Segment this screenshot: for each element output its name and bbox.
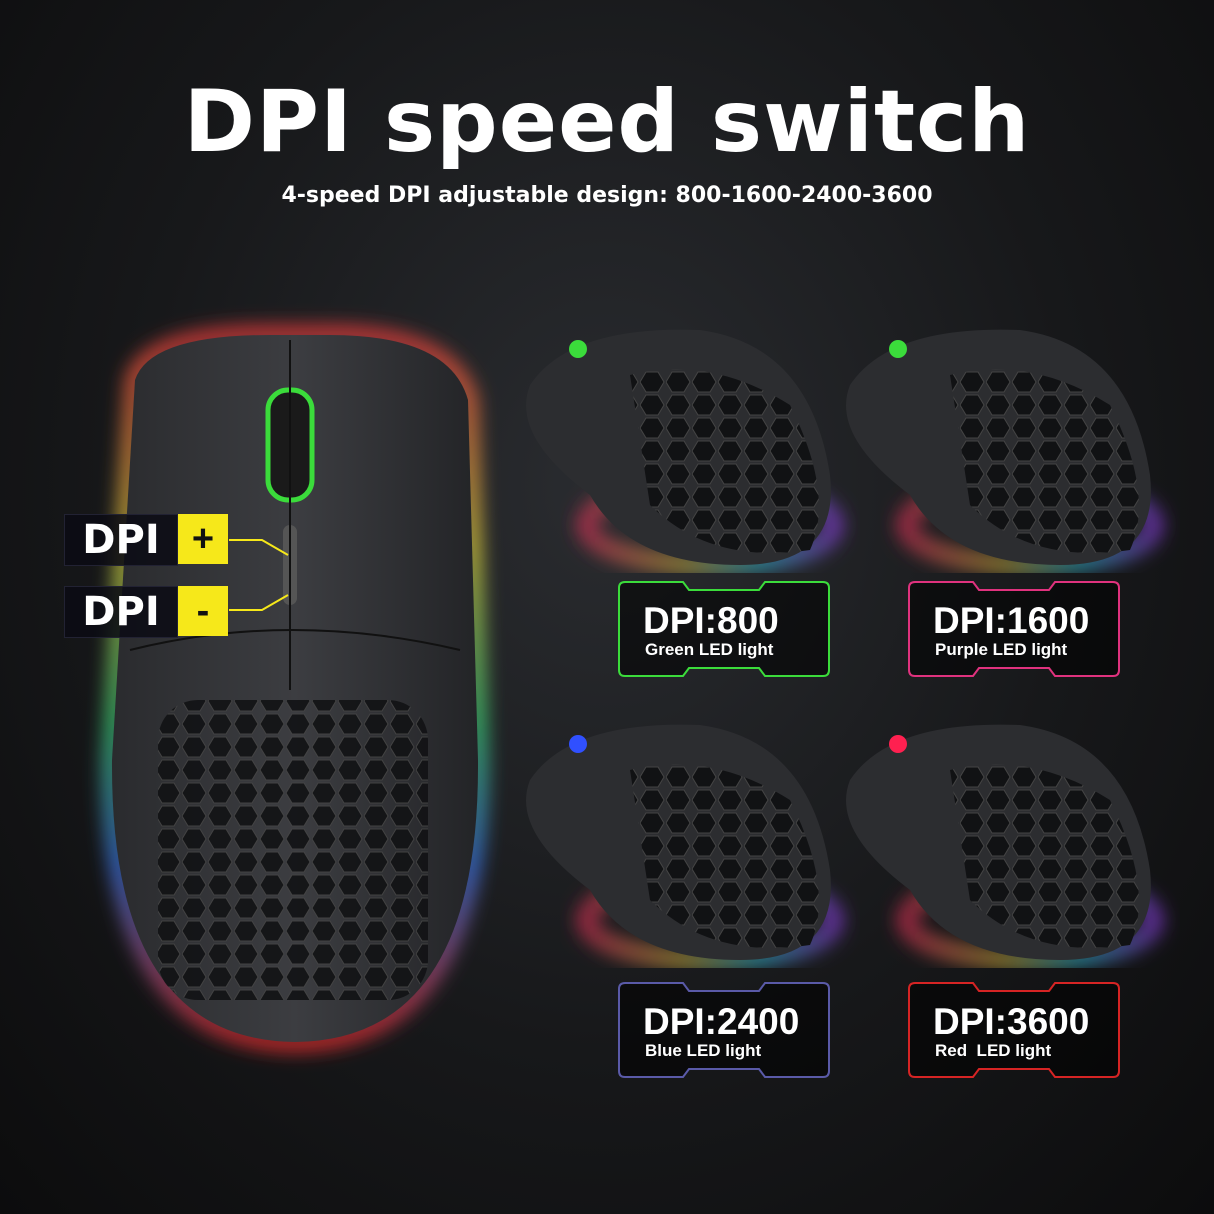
dpi-card-2400: DPI:2400 Blue LED light xyxy=(617,981,831,1079)
main-mouse xyxy=(104,328,486,1050)
led-color-label: Blue LED light xyxy=(645,1041,762,1060)
dpi-plus-button: + xyxy=(178,514,228,564)
mouse-3600 xyxy=(846,724,1160,965)
dpi-plus-label: DPI xyxy=(64,514,178,566)
card-frame xyxy=(908,581,1120,677)
dpi-value: DPI:800 xyxy=(643,600,779,641)
mouse-1600 xyxy=(846,329,1160,570)
card-frame xyxy=(908,982,1120,1078)
dpi-minus-button: - xyxy=(178,586,228,636)
led-color-label: Red LED light xyxy=(935,1041,1052,1060)
dpi-value: DPI:1600 xyxy=(933,600,1090,641)
led-color-label: Purple LED light xyxy=(935,640,1068,659)
mouse-2400 xyxy=(526,724,840,965)
dpi-minus-label: DPI xyxy=(64,586,178,638)
dpi-card-1600: DPI:1600 Purple LED light xyxy=(907,580,1121,678)
page-title: DPI speed switch xyxy=(183,72,1031,172)
dpi-value: DPI:3600 xyxy=(933,1001,1090,1042)
dpi-value: DPI:2400 xyxy=(643,1001,800,1042)
card-frame xyxy=(618,982,830,1078)
page-subtitle: 4-speed DPI adjustable design: 800-1600-… xyxy=(281,183,933,208)
mouse-800 xyxy=(526,329,840,570)
dpi-card-800: DPI:800 Green LED light xyxy=(617,580,831,678)
led-color-label: Green LED light xyxy=(645,640,774,659)
card-frame xyxy=(618,581,830,677)
dpi-card-3600: DPI:3600 Red LED light xyxy=(907,981,1121,1079)
